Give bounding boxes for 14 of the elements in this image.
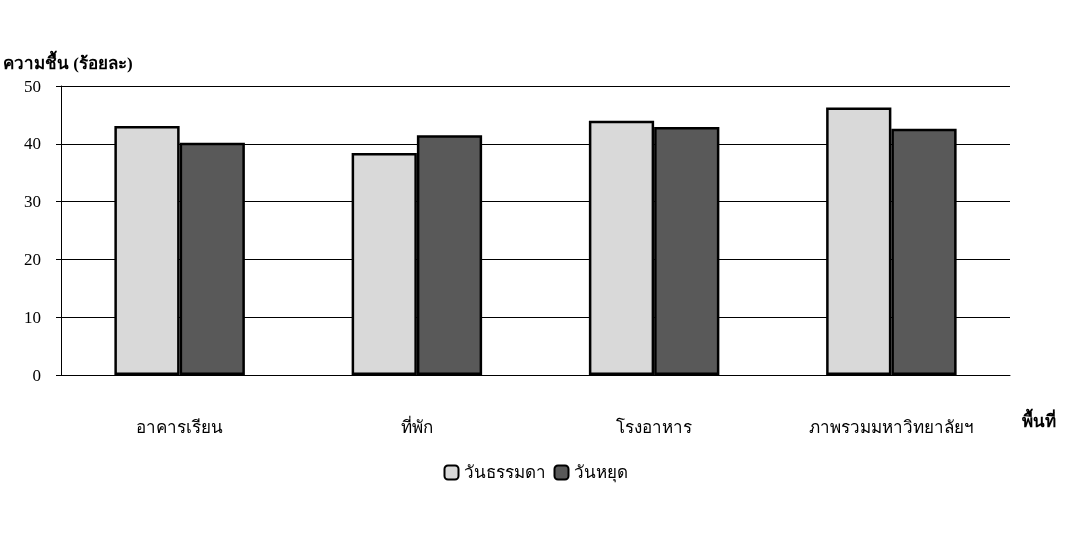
- x-tick-label: อาคารเรียน: [136, 418, 224, 437]
- y-tick-label: 0: [32, 365, 41, 385]
- y-tick-label: 10: [24, 307, 41, 327]
- x-tick-label: โรงอาหาร: [616, 417, 693, 437]
- y-axis-title: ความชื้น (ร้อยละ): [3, 50, 133, 73]
- y-tick-label: 30: [24, 192, 41, 212]
- y-tick-label: 20: [24, 249, 41, 269]
- y-tick-label: 40: [24, 134, 41, 154]
- x-tick-label: ที่พัก: [400, 415, 433, 437]
- x-tick-label: ภาพรวมมหาวิทยาลัยฯ: [808, 418, 974, 437]
- legend-label: วันหยุด: [573, 463, 628, 483]
- y-tick-label: 50: [24, 76, 41, 96]
- x-axis-title: พื้นที่: [1022, 408, 1056, 431]
- legend-label: วันธรรมดา: [463, 463, 546, 482]
